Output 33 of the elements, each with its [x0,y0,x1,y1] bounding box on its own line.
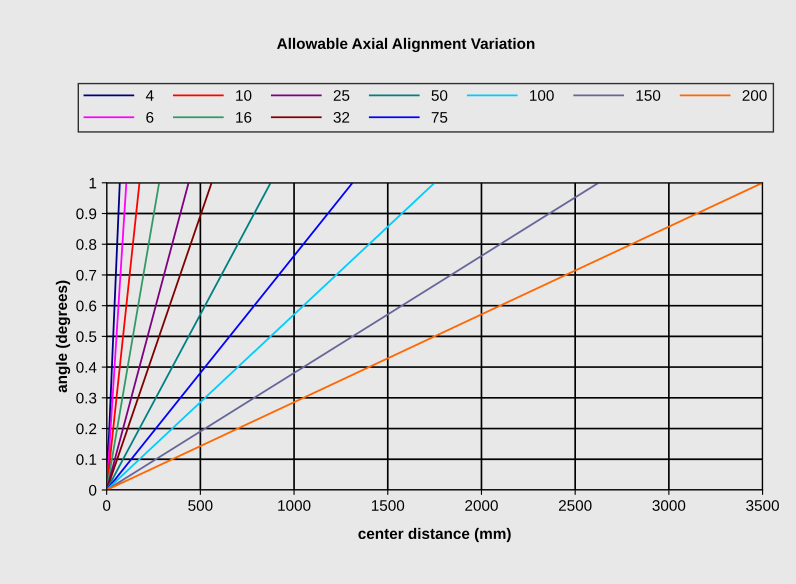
legend-label: 100 [530,90,554,101]
legend-label: 150 [636,90,660,101]
x-tick-label: 2500 [558,500,592,511]
y-tick-label: 0.2 [76,423,96,434]
y-tick-label: 1 [90,178,96,188]
y-tick-label: 0.9 [76,208,96,220]
y-tick-label: 0.6 [76,300,96,312]
y-tick-label: 0.5 [76,331,96,342]
x-tick-label: 2000 [465,500,498,511]
legend-label: 25 [334,90,350,101]
legend-label: 4 [146,90,154,101]
legend-label: 200 [742,90,767,101]
x-tick-label: 3000 [652,500,686,511]
x-tick-label: 3500 [746,500,779,511]
x-tick-label: 1500 [372,500,404,511]
y-tick-label: 0 [89,484,96,496]
x-axis-title: center distance (mm) [358,528,511,542]
legend-label: 6 [146,112,154,123]
y-tick-label: 0.1 [76,454,96,465]
legend-label: 50 [432,90,448,101]
legend-label: 75 [432,112,448,123]
y-tick-label: 0.8 [76,239,96,250]
legend-label: 32 [334,112,350,123]
y-axis-title: angle (degrees) [56,280,70,392]
x-tick-label: 500 [188,500,213,511]
y-tick-label: 0.7 [76,270,96,281]
legend-label: 16 [236,112,252,123]
y-tick-label: 0.3 [76,392,96,404]
x-tick-label: 1000 [278,500,310,511]
y-tick-label: 0.4 [76,362,96,373]
legend-label: 10 [236,90,252,101]
chart-title: Allowable Axial Alignment Variation [277,38,534,52]
x-tick-label: 0 [103,500,110,511]
